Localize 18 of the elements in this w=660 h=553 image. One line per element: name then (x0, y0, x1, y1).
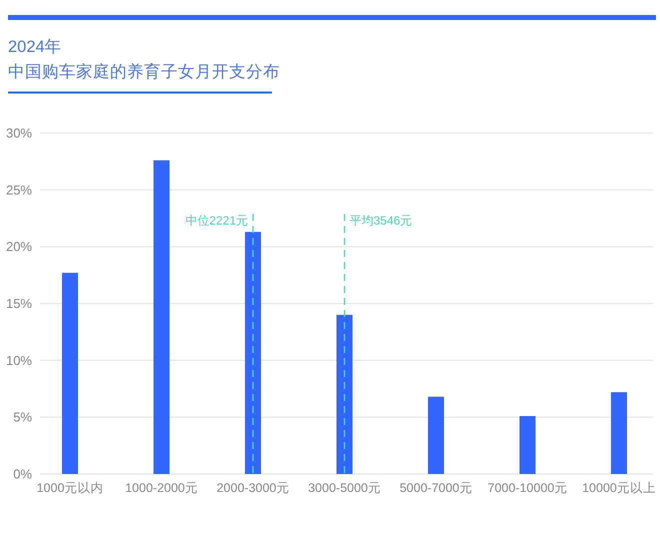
x-tick-label: 7000-10000元 (488, 481, 568, 495)
x-tick-label: 3000-5000元 (308, 481, 381, 495)
ref-line-label: 中位2221元 (185, 214, 248, 228)
x-tick-label: 2000-3000元 (216, 481, 290, 495)
y-tick-label: 25% (6, 182, 32, 198)
x-tick-label: 1000元以内 (36, 481, 104, 495)
y-tick-label: 20% (6, 239, 32, 254)
x-tick-label: 1000-2000元 (125, 481, 198, 495)
y-tick-label: 10% (6, 352, 32, 368)
x-tick-label: 5000-7000元 (400, 481, 472, 495)
y-tick-label: 0% (13, 466, 32, 482)
x-tick-label: 10000元以上 (582, 481, 656, 495)
chart-subtitle: 中国购车家庭的养育子女月开支分布 (8, 62, 280, 81)
y-tick-label: 30% (6, 126, 32, 140)
chart-title: 2024年 (8, 38, 62, 56)
y-tick-label: 15% (6, 296, 32, 311)
y-tick-label: 5% (13, 410, 32, 425)
ref-line-label: 平均3546元 (350, 214, 412, 228)
